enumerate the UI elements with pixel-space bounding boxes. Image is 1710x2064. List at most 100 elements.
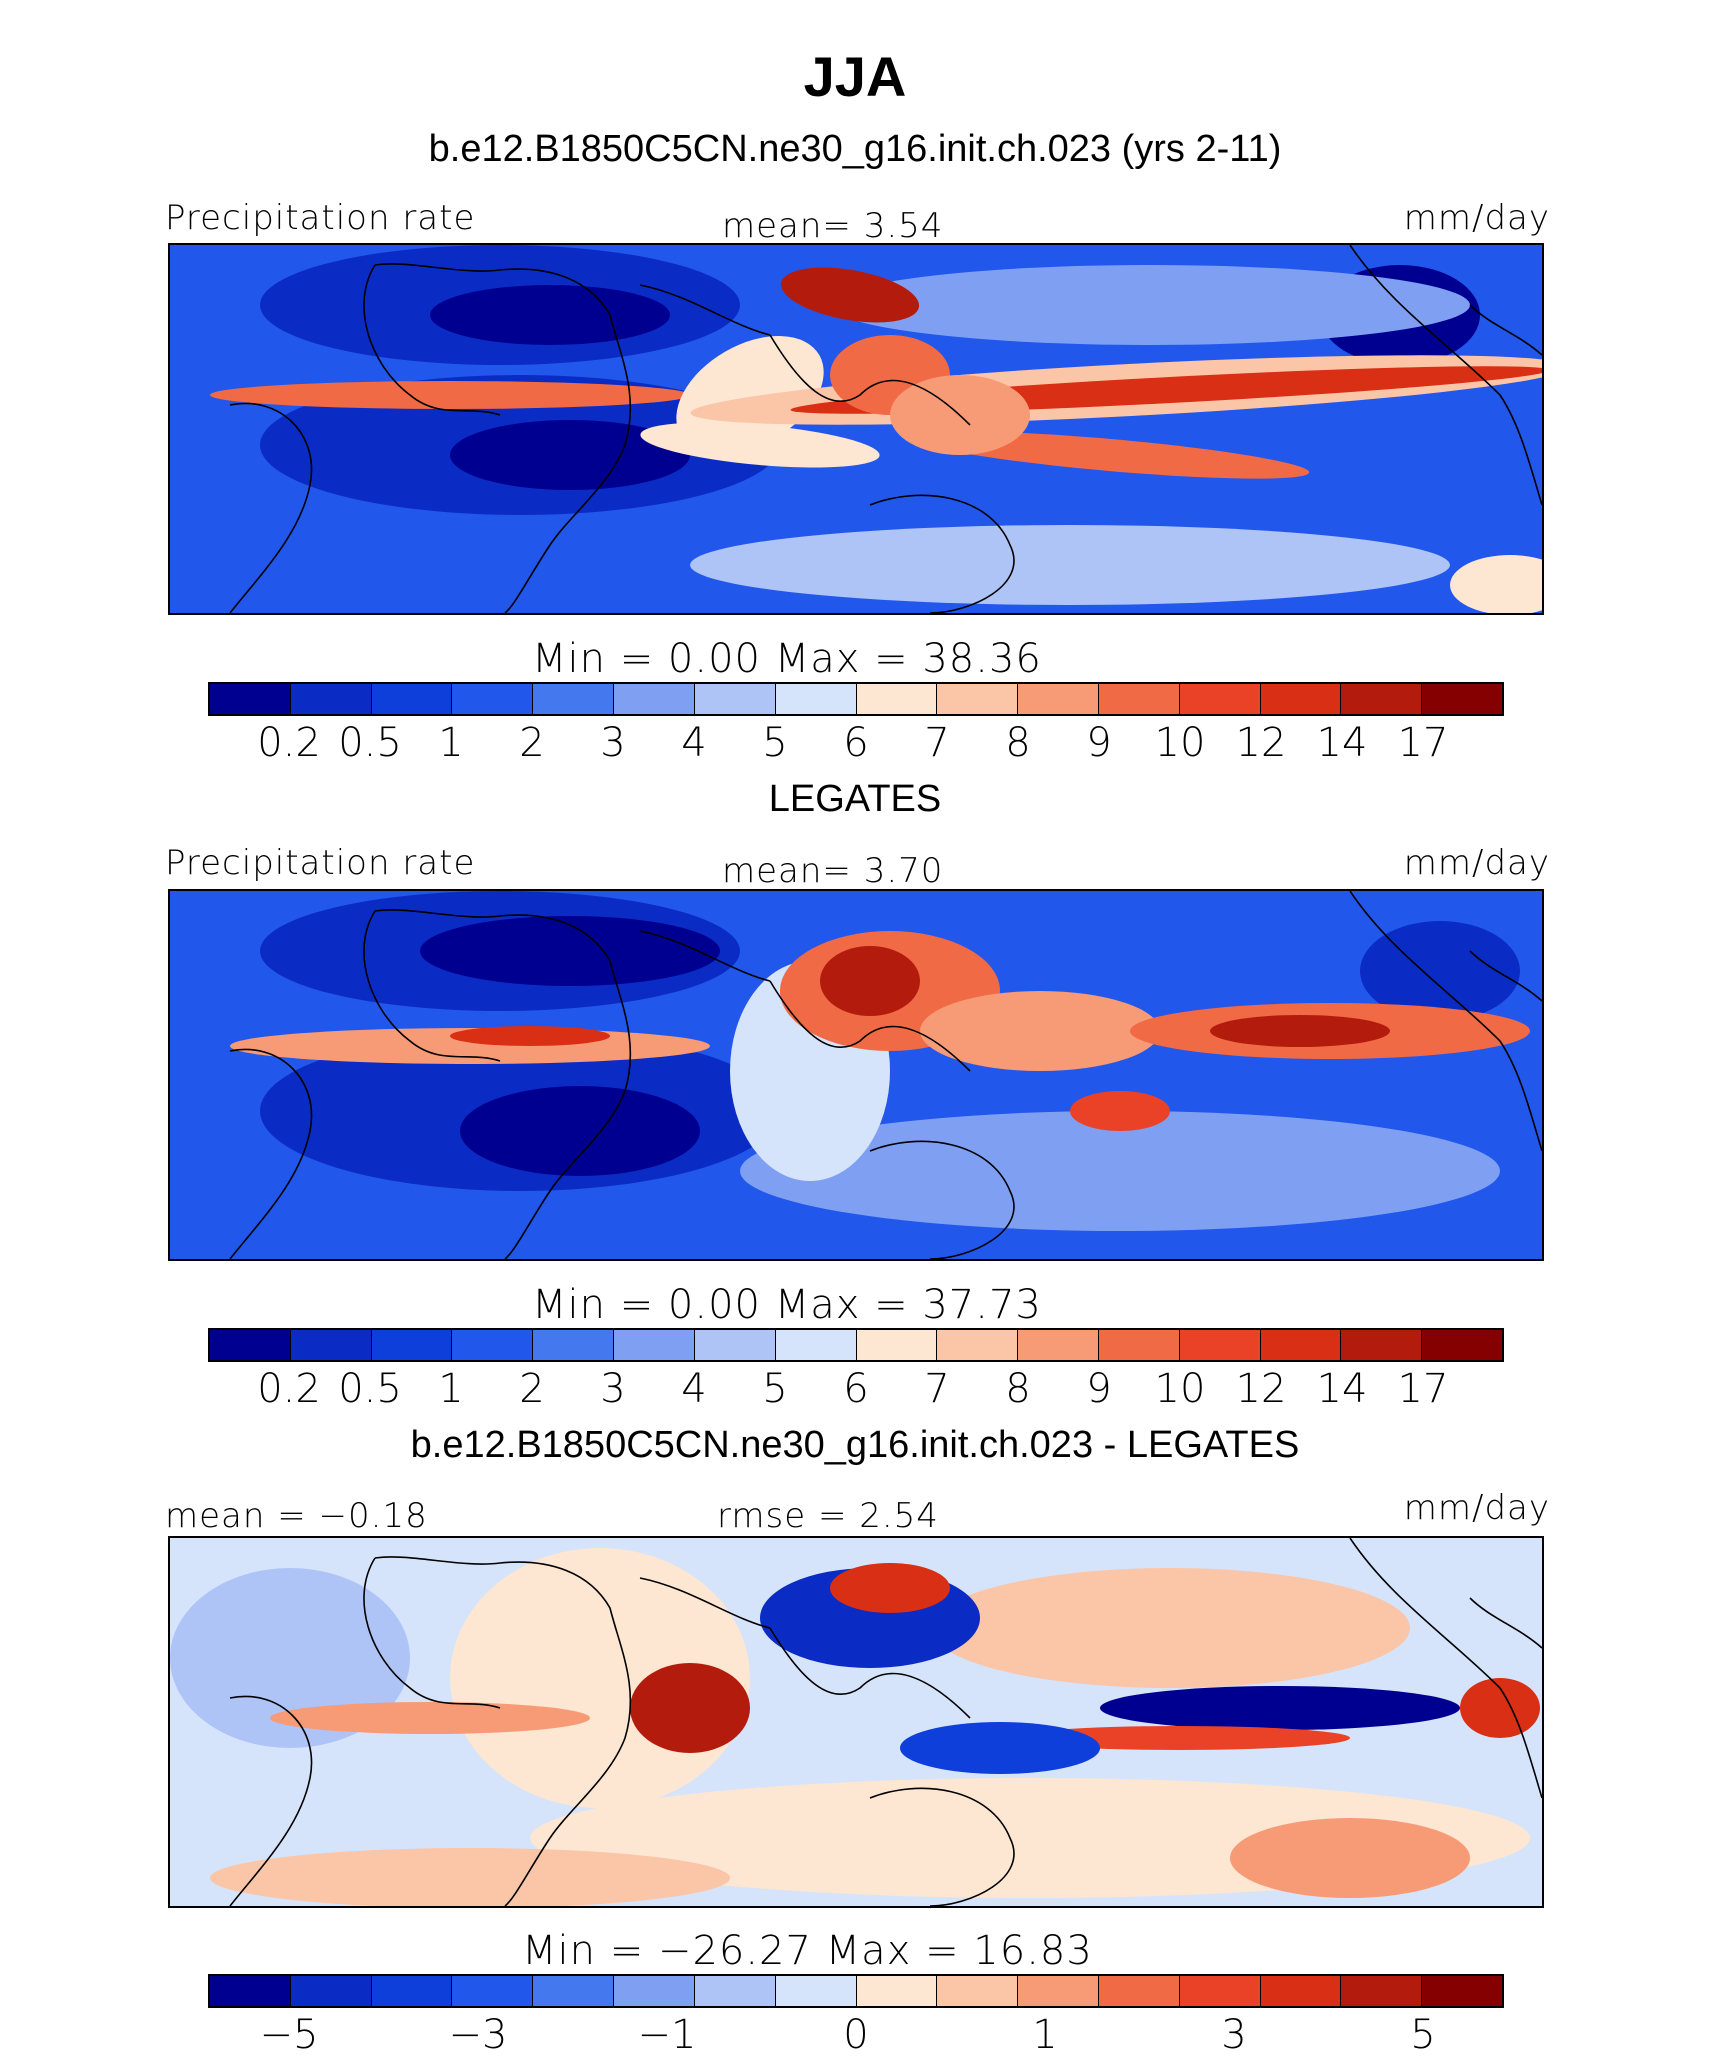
- colorbar-tick-label: 10: [1154, 720, 1206, 766]
- coastline: [769, 334, 971, 426]
- colorbar-swatch: [1179, 1330, 1261, 1360]
- coastline: [363, 264, 501, 416]
- coastline: [869, 1140, 1015, 1259]
- panel-2-subtitle: LEGATES: [768, 778, 942, 820]
- colorbar-tick-label: 12: [1235, 1366, 1287, 1412]
- colorbar-swatch: [1018, 684, 1099, 714]
- colorbar-tick-label: 17: [1397, 1366, 1449, 1412]
- colorbar-tick-label: 9: [1086, 1366, 1112, 1412]
- coastline: [229, 1048, 313, 1259]
- coastline: [1349, 245, 1542, 506]
- colorbar-swatch: [1260, 1976, 1342, 2006]
- colorbar-swatch: [694, 1976, 776, 2006]
- field-contour: [1070, 1091, 1170, 1131]
- colorbar-swatch: [1422, 684, 1502, 714]
- colorbar-swatch: [290, 1976, 372, 2006]
- panel-1-subtitle: b.e12.B1850C5CN.ne30_g16.init.ch.023 (yr…: [428, 128, 1282, 170]
- colorbar-swatch: [1422, 1330, 1502, 1360]
- panel-1-colorbar: [208, 682, 1504, 716]
- colorbar-swatch: [371, 1330, 453, 1360]
- field-contour: [1100, 1686, 1460, 1730]
- coastline: [869, 494, 1015, 613]
- coastline: [769, 980, 971, 1072]
- colorbar-tick-label: 17: [1397, 720, 1449, 766]
- colorbar-swatch: [1098, 684, 1180, 714]
- coastline: [229, 402, 313, 613]
- field-contour: [460, 1086, 700, 1176]
- colorbar-tick-label: 2: [519, 1366, 545, 1412]
- colorbar-tick-label: 5: [762, 720, 788, 766]
- colorbar-tick-label: 0.2: [257, 1366, 321, 1412]
- panel-3-map-field: [170, 1538, 1542, 1906]
- coastline: [374, 1556, 632, 1906]
- colorbar-tick-label: 2: [519, 720, 545, 766]
- colorbar-swatch: [1018, 1976, 1099, 2006]
- coastline: [363, 910, 501, 1062]
- colorbar-swatch: [210, 1976, 291, 2006]
- panel-3-mean-label: mean = −0.18: [165, 1496, 428, 1536]
- coastline: [1469, 1597, 1542, 1649]
- field-contour: [450, 1026, 610, 1046]
- field-contour: [450, 420, 690, 490]
- coastline: [374, 909, 632, 1259]
- colorbar-tick-label: 0.5: [338, 720, 402, 766]
- colorbar-swatch: [614, 1330, 695, 1360]
- colorbar-swatch: [775, 1330, 857, 1360]
- colorbar-swatch: [1260, 684, 1342, 714]
- field-contour: [910, 431, 1310, 479]
- coastline: [229, 1695, 313, 1906]
- colorbar-tick-label: 3: [600, 1366, 626, 1412]
- field-contour: [1210, 1015, 1390, 1047]
- colorbar-swatch: [1018, 1330, 1099, 1360]
- colorbar-tick-label: 12: [1235, 720, 1287, 766]
- colorbar-tick-label: 10: [1154, 1366, 1206, 1412]
- colorbar-tick-label: 5: [1410, 2012, 1436, 2058]
- colorbar-tick-label: 8: [1005, 720, 1031, 766]
- coastline: [869, 1787, 1015, 1906]
- panel-3-minmax: Min = −26.27 Max = 16.83: [522, 1928, 1093, 1974]
- field-contour: [170, 1568, 410, 1748]
- panel-2-mean-label: mean= 3.70: [722, 851, 944, 891]
- panel-1-map: [168, 243, 1544, 615]
- colorbar-tick-label: 9: [1086, 720, 1112, 766]
- field-contour: [830, 1563, 950, 1613]
- colorbar-swatch: [371, 684, 453, 714]
- field-contour: [900, 1722, 1100, 1774]
- colorbar-tick-label: 7: [924, 1366, 950, 1412]
- panel-3-units-label: mm/day: [1403, 1488, 1550, 1528]
- colorbar-swatch: [452, 1330, 534, 1360]
- colorbar-tick-label: 14: [1316, 1366, 1368, 1412]
- colorbar-swatch: [1341, 1976, 1423, 2006]
- colorbar-swatch: [856, 1976, 938, 2006]
- field-contour: [640, 422, 880, 468]
- colorbar-tick-label: 14: [1316, 720, 1368, 766]
- coastline: [769, 1627, 971, 1719]
- coastline: [374, 263, 632, 613]
- colorbar-tick-label: −3: [448, 2012, 508, 2058]
- colorbar-swatch: [856, 684, 938, 714]
- panel-1-mean-label: mean= 3.54: [722, 206, 944, 246]
- colorbar-tick-label: −1: [637, 2012, 697, 2058]
- colorbar-tick-label: 4: [681, 720, 707, 766]
- colorbar-swatch: [1179, 1976, 1261, 2006]
- colorbar-tick-label: 3: [600, 720, 626, 766]
- panel-2-units-label: mm/day: [1403, 843, 1550, 883]
- figure-title: JJA: [803, 45, 907, 108]
- coastline: [639, 1577, 771, 1629]
- field-contour: [780, 267, 920, 323]
- colorbar-swatch: [1098, 1330, 1180, 1360]
- colorbar-tick-label: 6: [843, 1366, 869, 1412]
- colorbar-tick-label: 7: [924, 720, 950, 766]
- field-contour: [630, 1663, 750, 1753]
- colorbar-swatch: [1422, 1976, 1502, 2006]
- colorbar-swatch: [371, 1976, 453, 2006]
- field-contour: [920, 991, 1160, 1071]
- colorbar-tick-label: 5: [762, 1366, 788, 1412]
- colorbar-swatch: [694, 1330, 776, 1360]
- colorbar-swatch: [1341, 1330, 1423, 1360]
- colorbar-tick-label: −5: [259, 2012, 319, 2058]
- colorbar-tick-label: 0: [843, 2012, 869, 2058]
- colorbar-swatch: [210, 684, 291, 714]
- colorbar-swatch: [533, 1330, 615, 1360]
- field-contour: [1460, 1678, 1540, 1738]
